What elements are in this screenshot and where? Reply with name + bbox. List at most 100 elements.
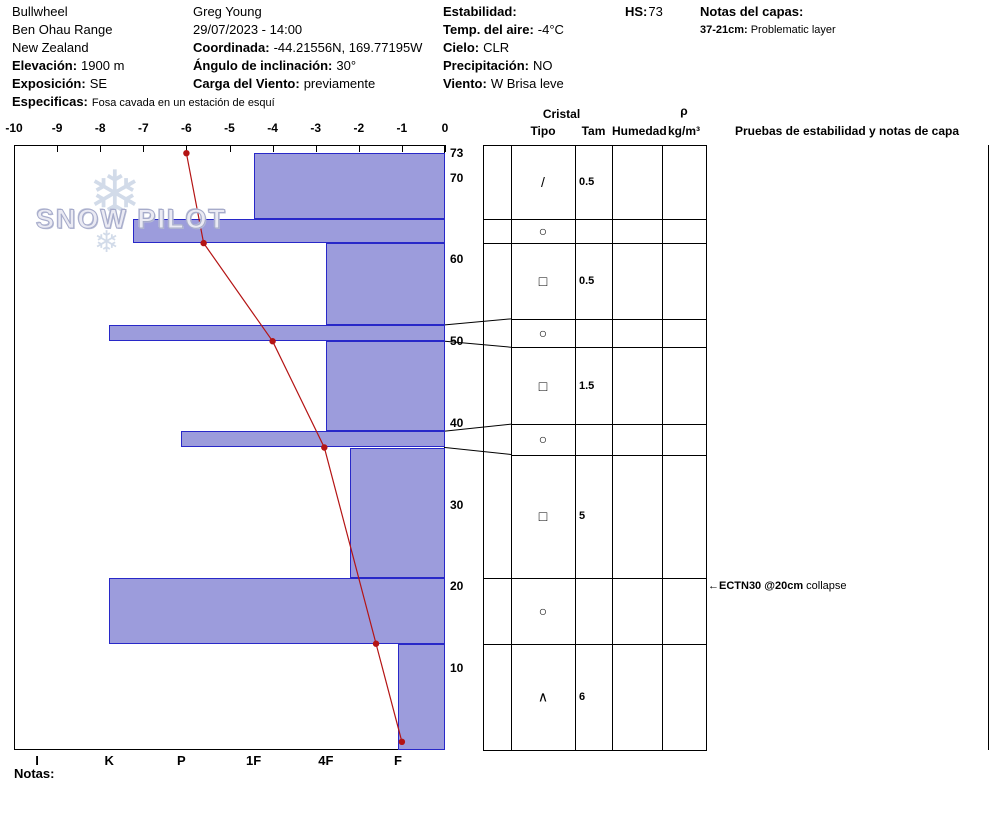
left-arrow-icon: ← [708, 580, 719, 593]
hardness-axis-label: 4F [318, 753, 334, 768]
layer-bar [398, 643, 445, 750]
header-location-column: Bullwheel Ben Ohau Range New Zealand Ele… [12, 4, 275, 112]
layer-bar [109, 324, 445, 342]
temp-axis-tick [315, 145, 317, 152]
sky-cover: Cielo: CLR [443, 40, 564, 58]
column-header-tam: Tam [581, 124, 606, 138]
layer-notes-title: Notas del capas: [700, 4, 836, 22]
wind: Viento: W Brisa leve [443, 76, 564, 94]
layer-note: 37-21cm: Problematic layer [700, 24, 836, 36]
field-value: Fosa cavada en un estación de esquí [91, 97, 275, 109]
field-label: HS: [625, 4, 648, 19]
rounded-grains-icon: ○ [538, 431, 548, 448]
crystal-group-header: Cristal [542, 107, 581, 121]
field-value: Problematic layer [750, 24, 836, 36]
grain-size-value: 5 [579, 510, 586, 523]
elevation: Elevación: 1900 m [12, 58, 275, 76]
column-header-density: kg/m³ [667, 124, 700, 138]
field-value: New Zealand [12, 40, 89, 55]
temp-axis-tick [100, 145, 102, 152]
rounded-grains-icon: ○ [538, 325, 548, 342]
temp-axis-tick [57, 145, 59, 152]
temp-axis-label: -9 [51, 121, 63, 135]
field-label: Elevación: [12, 58, 78, 73]
faceted-crystals-icon: □ [538, 272, 548, 289]
field-value: W Brisa leve [490, 76, 564, 91]
panel-grid-vline [612, 145, 613, 750]
layer-row-line [483, 578, 706, 580]
layer-bar [181, 431, 445, 448]
panel-grid-vline [575, 145, 576, 750]
field-label: Especificas: [12, 94, 88, 109]
field-value: 73 [648, 4, 663, 19]
field-value: Bullwheel [12, 4, 68, 19]
layer-row-line [511, 454, 706, 456]
field-label: Precipitación: [443, 58, 529, 73]
aspect: Exposición: SE [12, 76, 275, 94]
layer-connector-line [444, 447, 512, 455]
panel-grid-hline [483, 145, 706, 146]
temp-axis-tick [272, 145, 274, 152]
hardness-axis-label: F [394, 753, 402, 768]
panel-grid-vline [483, 145, 484, 750]
range-name: Ben Ohau Range [12, 22, 275, 40]
temp-axis-label: 0 [441, 121, 449, 135]
field-value: NO [532, 58, 553, 73]
hardness-axis-label: P [177, 753, 186, 768]
depth-axis-label: 20 [450, 579, 464, 594]
observer-name: Greg Young [193, 4, 422, 22]
temp-axis-label: -2 [353, 121, 365, 135]
layer-notes: Notas del capas: 37-21cm: Problematic lay… [700, 4, 836, 36]
decomposing-fragments-icon: / [541, 173, 545, 190]
grain-size-value: 0.5 [579, 274, 595, 287]
layer-row-line [483, 243, 706, 245]
layer-row-line [511, 424, 706, 426]
hardness-axis-label: I [35, 753, 39, 768]
layer-row-line [511, 347, 706, 349]
depth-axis-label: 30 [450, 497, 464, 512]
rounded-grains-icon: ○ [538, 222, 548, 239]
header-observer-column: Greg Young 29/07/2023 - 14:00 Coordinada… [193, 4, 422, 94]
temp-axis-tick [445, 145, 446, 152]
grain-size-value: 0.5 [579, 175, 595, 188]
grain-size-value: 1.5 [579, 379, 595, 392]
column-header-humedad: Humedad [612, 124, 667, 138]
field-value: 29/07/2023 - 14:00 [193, 22, 303, 37]
notes-label: Notas: [14, 766, 55, 781]
field-value: CLR [483, 40, 510, 55]
field-label: Ángulo de inclinación: [193, 58, 333, 73]
temp-axis-tick [358, 145, 360, 152]
grain-size-value: 6 [579, 690, 586, 703]
field-label: Viento: [443, 76, 487, 91]
slope-angle: Ángulo de inclinación: 30° [193, 58, 422, 76]
temp-axis-label: -5 [224, 121, 235, 135]
country-name: New Zealand [12, 40, 275, 58]
field-value: -4°C [537, 22, 564, 37]
temp-axis-label: -7 [137, 121, 149, 135]
header-weather-column: Estabilidad: Temp. del aire: -4°C Cielo: C… [443, 4, 564, 94]
panel-grid-vline [988, 145, 989, 750]
temp-axis-tick [143, 145, 145, 152]
column-header-tipo: Tipo [530, 124, 556, 138]
layer-bar [325, 341, 445, 432]
field-label: Cielo: [443, 40, 480, 55]
coordinates: Coordinada: -44.21556N, 169.77195W [193, 40, 422, 58]
field-label: 37-21cm: [700, 24, 748, 36]
depth-axis-label: 50 [450, 334, 464, 349]
layer-row-line [483, 643, 706, 645]
field-label: Exposición: [12, 76, 86, 91]
field-label: Carga del Viento: [193, 76, 300, 91]
rounded-grains-icon: ○ [538, 603, 548, 619]
field-value: 1900 m [81, 58, 125, 73]
field-value: -44.21556N, 169.77195W [273, 40, 423, 55]
faceted-crystals-icon: □ [538, 508, 548, 525]
layer-connector-line [444, 318, 512, 326]
layer-bar [133, 218, 445, 244]
test-comment-text: collapse [803, 580, 847, 593]
field-value: SE [89, 76, 108, 91]
depth-hoar-icon: ∧ [537, 688, 549, 705]
pit-datetime: 29/07/2023 - 14:00 [193, 22, 422, 40]
layer-bar [349, 447, 445, 579]
field-label: Temp. del aire: [443, 22, 534, 37]
precipitation: Precipitación: NO [443, 58, 564, 76]
